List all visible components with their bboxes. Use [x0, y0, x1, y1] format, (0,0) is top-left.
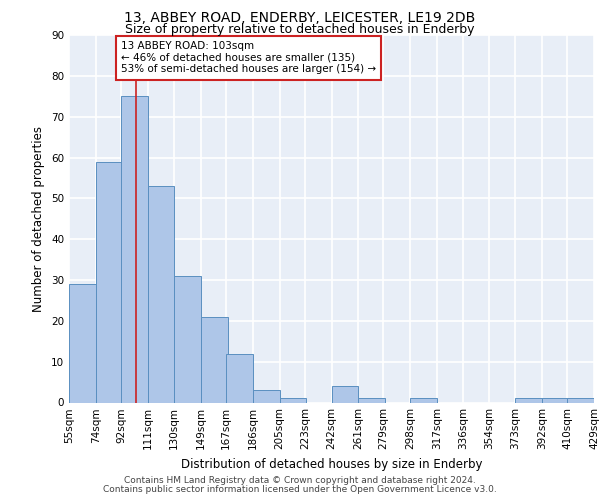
X-axis label: Distribution of detached houses by size in Enderby: Distribution of detached houses by size …	[181, 458, 482, 471]
Bar	[568, 398, 594, 402]
Text: Size of property relative to detached houses in Enderby: Size of property relative to detached ho…	[125, 22, 475, 36]
Bar	[174, 276, 201, 402]
Bar	[331, 386, 358, 402]
Text: Contains public sector information licensed under the Open Government Licence v3: Contains public sector information licen…	[103, 485, 497, 494]
Text: 13, ABBEY ROAD, ENDERBY, LEICESTER, LE19 2DB: 13, ABBEY ROAD, ENDERBY, LEICESTER, LE19…	[124, 11, 476, 25]
Y-axis label: Number of detached properties: Number of detached properties	[32, 126, 46, 312]
Text: 13 ABBEY ROAD: 103sqm
← 46% of detached houses are smaller (135)
53% of semi-det: 13 ABBEY ROAD: 103sqm ← 46% of detached …	[121, 41, 376, 74]
Bar	[410, 398, 437, 402]
Bar	[69, 284, 95, 403]
Bar	[515, 398, 542, 402]
Bar	[95, 162, 122, 402]
Bar	[542, 398, 569, 402]
Text: Contains HM Land Registry data © Crown copyright and database right 2024.: Contains HM Land Registry data © Crown c…	[124, 476, 476, 485]
Bar	[358, 398, 385, 402]
Bar	[253, 390, 280, 402]
Bar	[201, 317, 227, 402]
Bar	[121, 96, 148, 402]
Bar	[280, 398, 306, 402]
Bar	[148, 186, 174, 402]
Bar	[226, 354, 253, 403]
